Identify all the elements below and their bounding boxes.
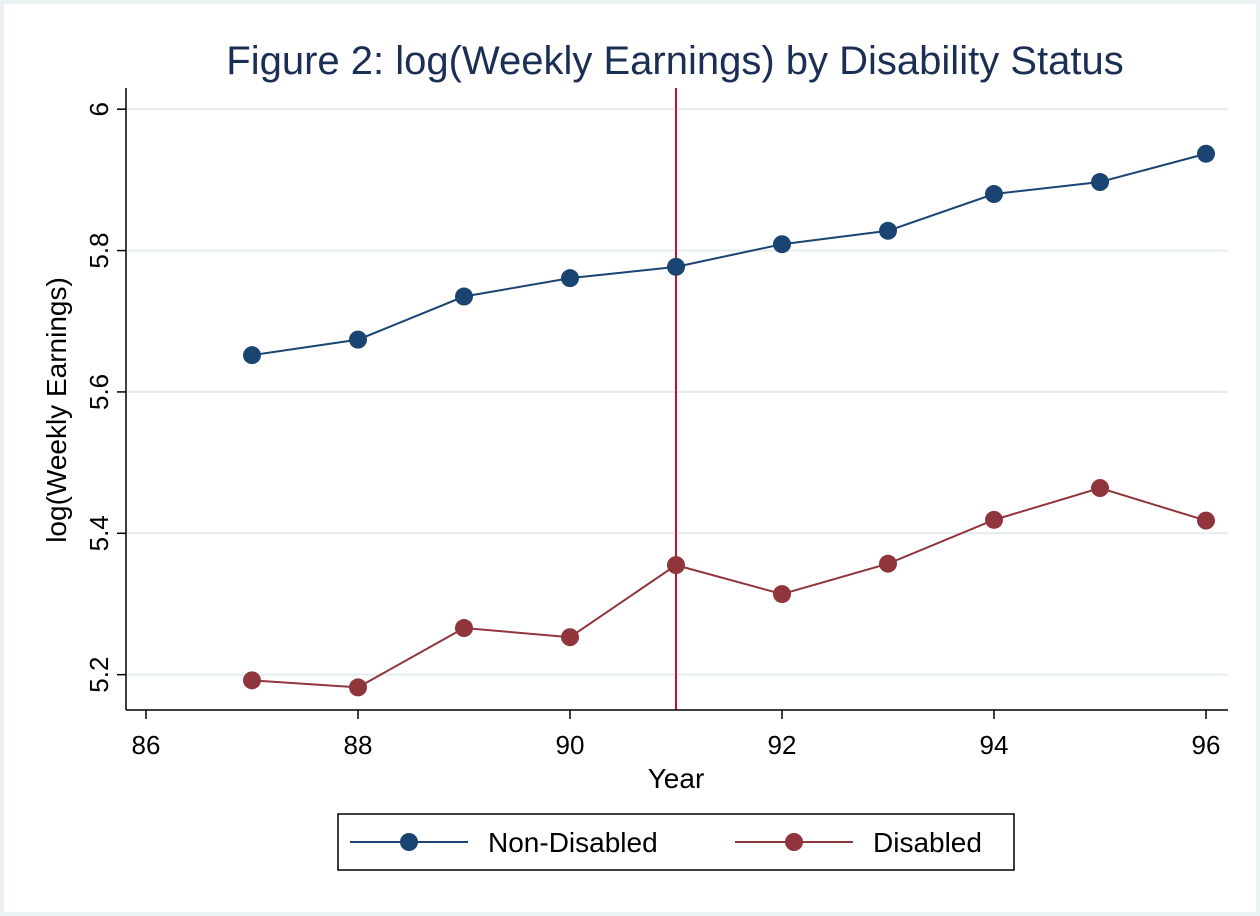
data-point-disabled [879, 554, 897, 573]
data-point-disabled [667, 556, 685, 575]
data-point-non-disabled [243, 346, 261, 365]
data-point-non-disabled [561, 269, 579, 288]
data-point-non-disabled [1197, 144, 1215, 163]
legend: Non-Disabled Disabled [337, 813, 1015, 871]
x-ticks: 86 88 90 92 94 96 [132, 710, 1221, 760]
x-tick-label: 96 [1192, 730, 1221, 760]
legend-marker-disabled [785, 833, 803, 851]
legend-label-disabled: Disabled [873, 827, 982, 858]
legend-label-non-disabled: Non-Disabled [488, 827, 658, 858]
series-group [243, 144, 1215, 697]
chart-title: Figure 2: log(Weekly Earnings) by Disabi… [226, 39, 1123, 83]
data-point-non-disabled [985, 185, 1003, 204]
data-point-disabled [1091, 479, 1109, 498]
x-tick-label: 88 [344, 730, 373, 760]
data-point-non-disabled [1091, 173, 1109, 192]
series-line-non-disabled [251, 152, 1207, 357]
data-point-non-disabled [773, 235, 791, 254]
chart-frame: Figure 2: log(Weekly Earnings) by Disabi… [4, 4, 1256, 912]
x-tick-label: 90 [556, 730, 585, 760]
y-tick-label: 5.6 [84, 374, 114, 410]
series-line-disabled [251, 487, 1207, 689]
x-tick-label: 92 [768, 730, 797, 760]
legend-marker-non-disabled [400, 833, 418, 851]
y-tick-label: 5.8 [84, 232, 114, 268]
y-tick-label: 5.2 [84, 657, 114, 693]
data-point-disabled [455, 619, 473, 638]
data-point-disabled [985, 510, 1003, 529]
data-point-disabled [243, 671, 261, 690]
chart-svg: Figure 2: log(Weekly Earnings) by Disabi… [41, 39, 1228, 871]
data-point-disabled [561, 628, 579, 647]
x-tick-label: 94 [980, 730, 1009, 760]
data-point-non-disabled [455, 287, 473, 306]
y-tick-label: 5.4 [84, 515, 114, 551]
y-tick-label: 6 [84, 102, 114, 116]
data-point-disabled [773, 585, 791, 604]
data-point-disabled [1197, 511, 1215, 530]
data-point-non-disabled [667, 257, 685, 276]
x-axis-label: Year [648, 763, 705, 794]
data-point-non-disabled [879, 221, 897, 240]
x-tick-label: 86 [132, 730, 161, 760]
y-ticks: 5.2 5.4 5.6 5.8 6 [84, 102, 126, 693]
data-point-disabled [349, 678, 367, 697]
data-point-non-disabled [349, 330, 367, 349]
y-axis-label: log(Weekly Earnings) [41, 277, 72, 543]
